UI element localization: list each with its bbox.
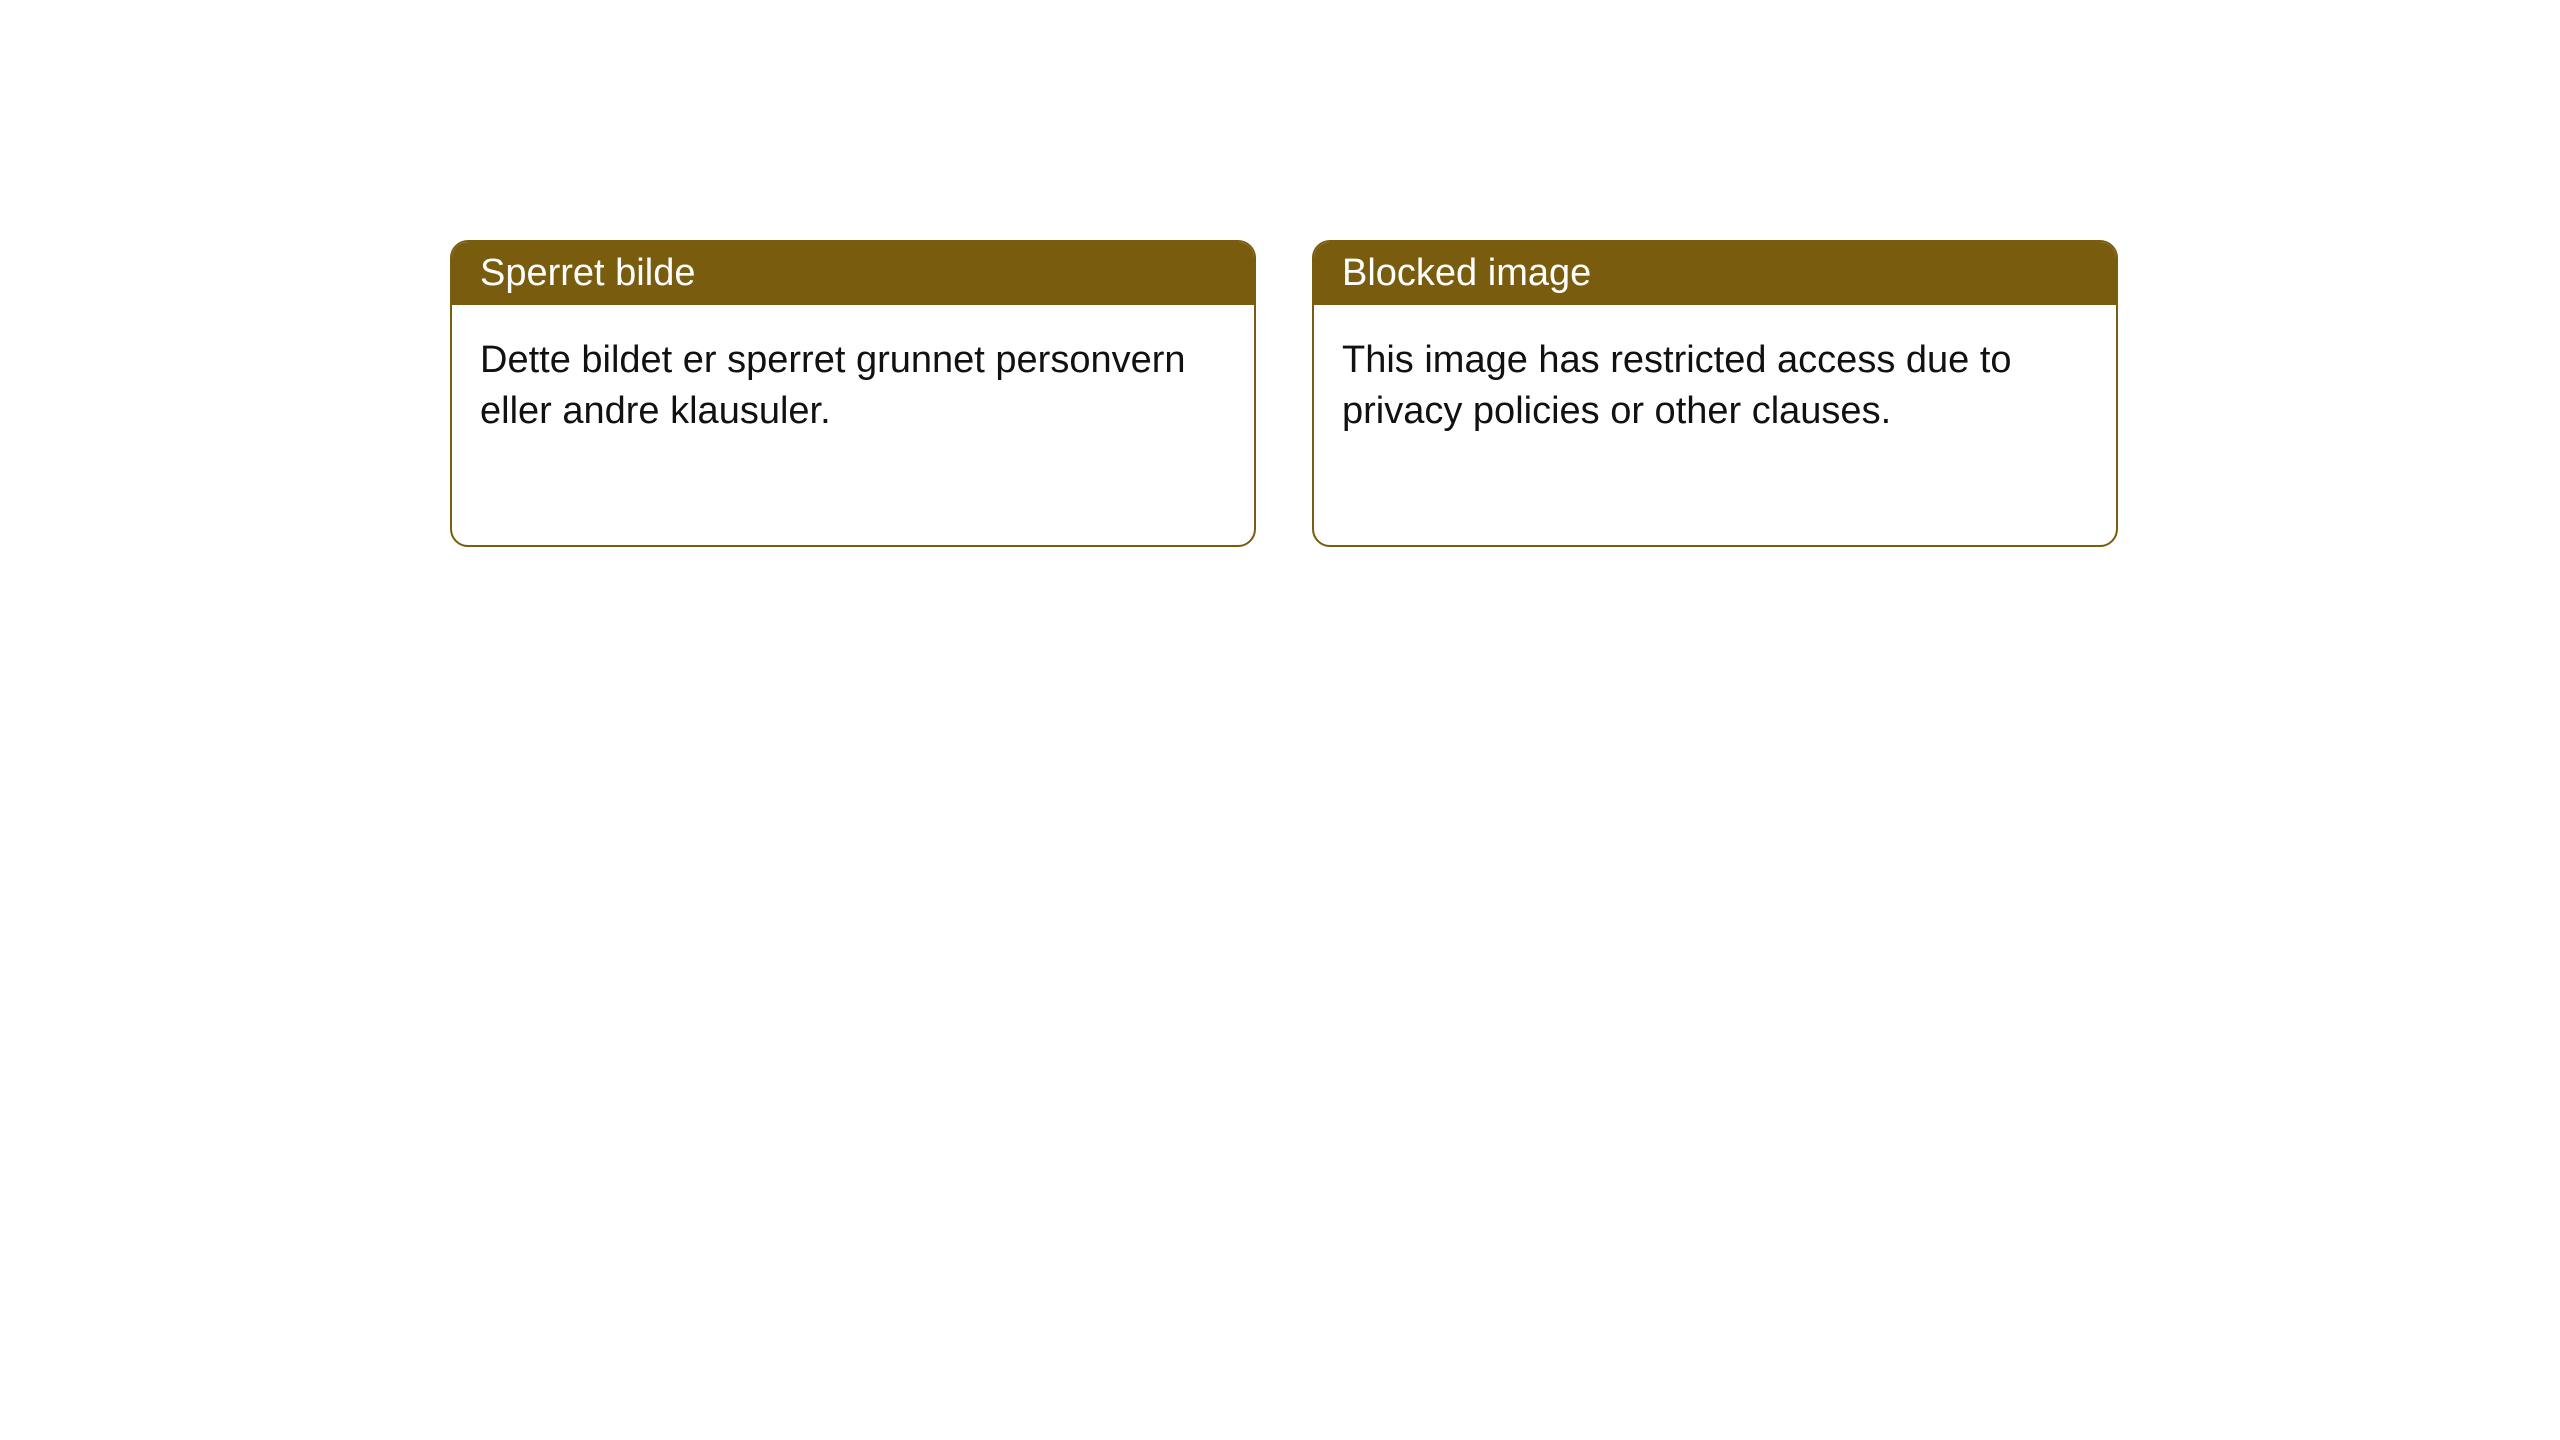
- notice-card-english: Blocked image This image has restricted …: [1312, 240, 2118, 547]
- notice-header: Sperret bilde: [452, 242, 1254, 305]
- notice-body: This image has restricted access due to …: [1314, 305, 2116, 545]
- notice-body-text: Dette bildet er sperret grunnet personve…: [480, 339, 1186, 432]
- notice-body: Dette bildet er sperret grunnet personve…: [452, 305, 1254, 545]
- notice-body-text: This image has restricted access due to …: [1342, 339, 2012, 432]
- notice-container: Sperret bilde Dette bildet er sperret gr…: [0, 0, 2560, 547]
- notice-title: Sperret bilde: [480, 252, 695, 294]
- notice-card-norwegian: Sperret bilde Dette bildet er sperret gr…: [450, 240, 1256, 547]
- notice-title: Blocked image: [1342, 252, 1591, 294]
- notice-header: Blocked image: [1314, 242, 2116, 305]
